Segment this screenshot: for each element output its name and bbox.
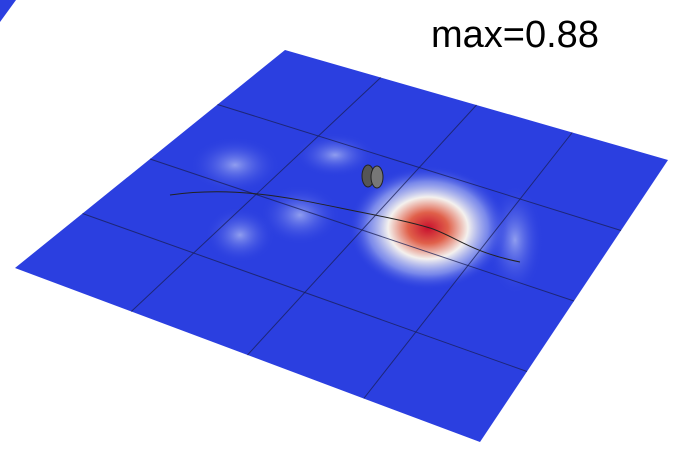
field-pattern xyxy=(190,133,543,295)
slice-line xyxy=(169,191,521,263)
field-lobe xyxy=(260,185,340,245)
field-lobe xyxy=(205,207,275,263)
field-lobe xyxy=(295,133,375,177)
max-annotation: max=0.88 xyxy=(431,14,599,56)
plane xyxy=(15,50,668,442)
mesh-line xyxy=(82,213,528,372)
field-lobe xyxy=(190,137,280,193)
source-object xyxy=(361,164,384,189)
hotspot xyxy=(348,166,508,290)
mesh-grid xyxy=(82,77,622,399)
corner-shape xyxy=(0,0,16,22)
mesh-line xyxy=(363,132,573,399)
mesh-line xyxy=(149,158,575,302)
